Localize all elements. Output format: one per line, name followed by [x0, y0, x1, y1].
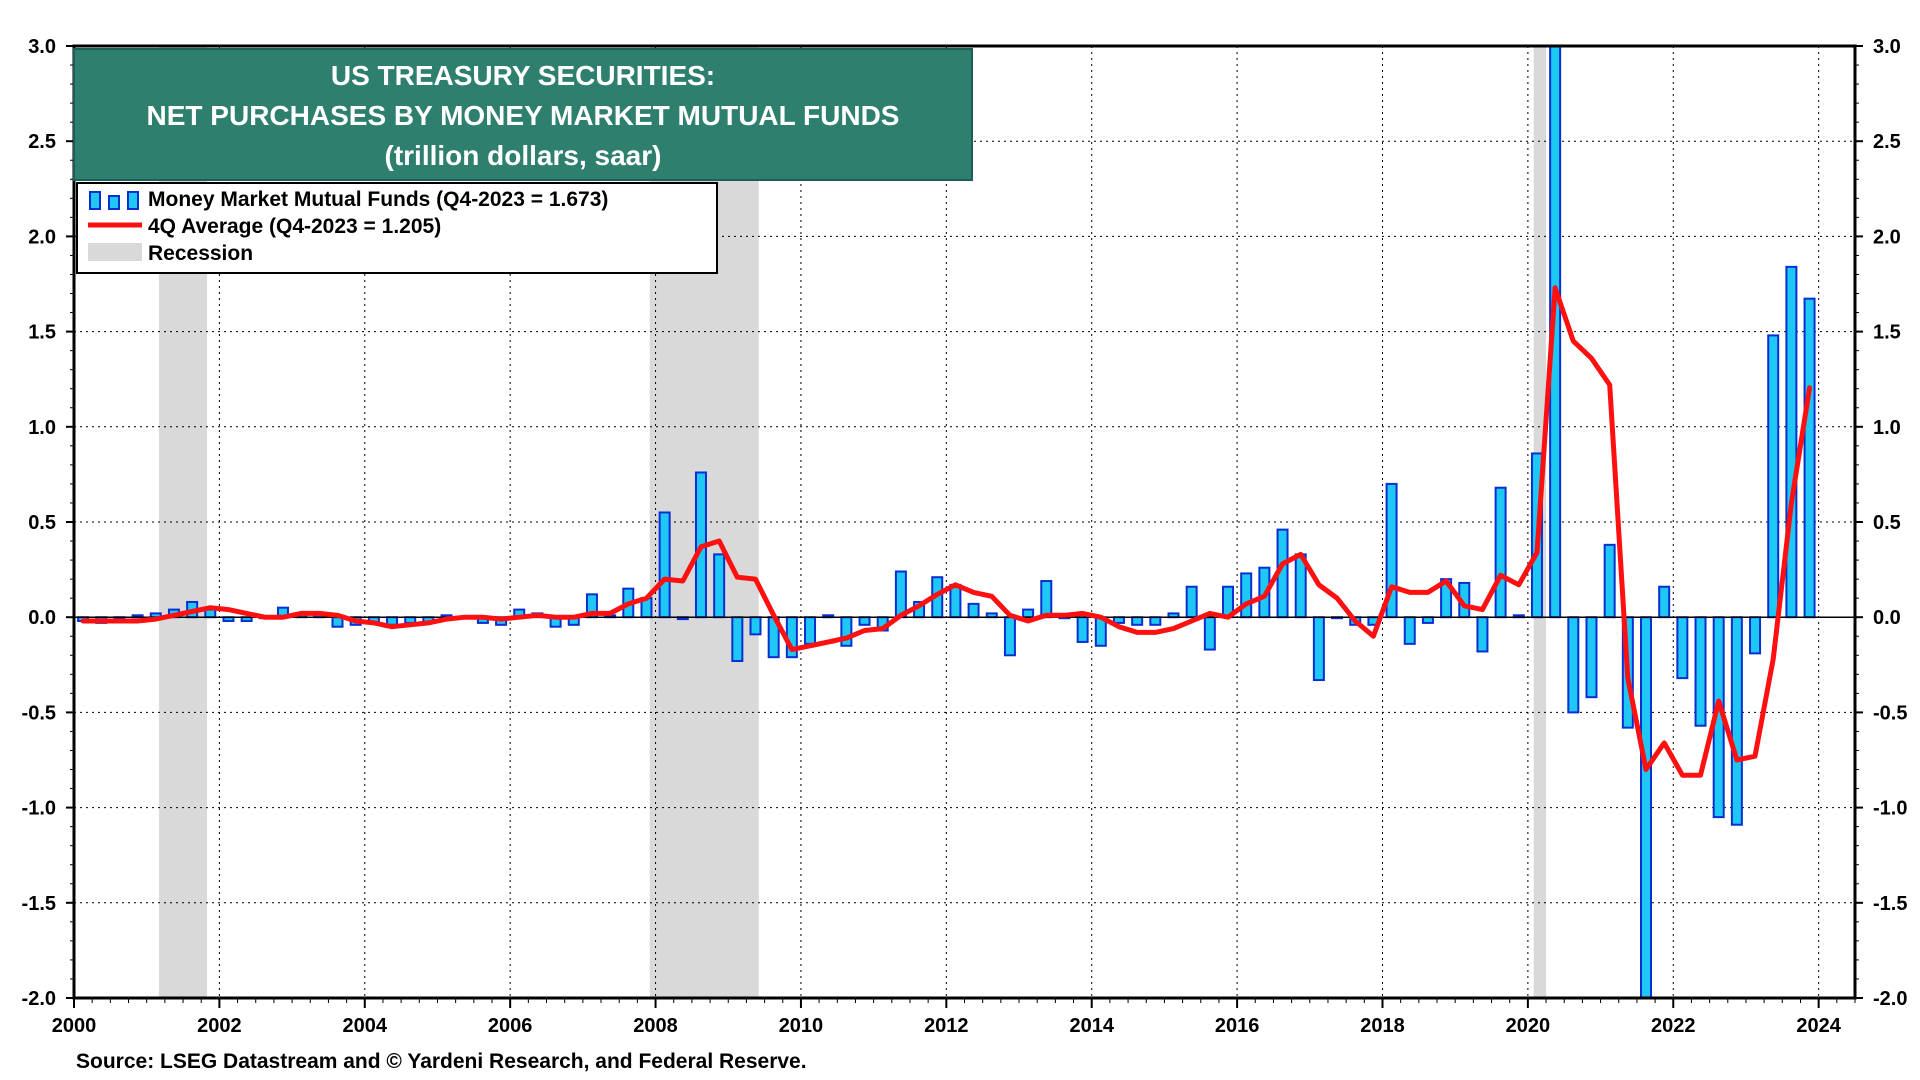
y-tick-label-left: 0.0 [28, 607, 56, 629]
title-line-3: (trillion dollars, saar) [384, 140, 662, 171]
y-tick-label-left: -2.0 [22, 988, 56, 1010]
bar [1076, 616, 1089, 643]
legend-bar-icon [89, 191, 139, 210]
bar [1658, 585, 1671, 619]
y-tick-label-left: -1.0 [22, 798, 56, 820]
bar [1494, 486, 1507, 619]
bar [840, 616, 853, 647]
bar [731, 616, 744, 662]
bar [967, 602, 980, 619]
bar [1131, 616, 1144, 626]
x-tick-label: 2002 [197, 1015, 242, 1037]
y-tick-label-left: 1.0 [28, 417, 56, 439]
legend-recession-swatch [88, 243, 142, 261]
y-axis-left: 3.0 2.5 2.0 1.5 1.0 0.5 0.0 -0.5 -1.0 -1.5 -2.0 [22, 36, 74, 1010]
bar [949, 583, 962, 619]
bar [1694, 616, 1707, 727]
average-line [80, 285, 1813, 778]
bar [1022, 608, 1035, 619]
legend-bars-label: Money Market Mutual Funds (Q4-2023 = 1.6… [148, 188, 609, 211]
y-tick-label-left: -1.5 [22, 893, 56, 915]
legend-recession-label: Recession [148, 242, 254, 265]
x-tick-label: 2012 [924, 1015, 969, 1037]
bar [1421, 616, 1434, 624]
bar [1640, 616, 1653, 999]
x-tick-label: 2008 [633, 1015, 678, 1037]
x-tick-label: 2016 [1215, 1015, 1260, 1037]
y-tick-label-right: 2.5 [1873, 131, 1901, 153]
y-tick-label-left: 2.0 [28, 226, 56, 248]
y-tick-label-left: -0.5 [22, 702, 56, 724]
y-tick-label-right: 0.5 [1873, 512, 1901, 534]
line-series [80, 285, 1813, 778]
bar [1676, 616, 1689, 680]
bar [1730, 616, 1743, 826]
bar [894, 570, 907, 619]
bar [713, 553, 726, 619]
source-note: Source: LSEG Datastream and © Yardeni Re… [76, 1050, 807, 1073]
bar [1003, 616, 1016, 657]
bar [1185, 585, 1198, 619]
x-tick-label: 2006 [488, 1015, 533, 1037]
bar [1203, 616, 1216, 651]
bar [1312, 616, 1325, 682]
grid [73, 45, 1855, 999]
x-axis: 2000 2002 2004 2006 2008 2010 2012 2014 2016 2018… [52, 998, 1856, 1037]
bar [1749, 616, 1762, 655]
bar [1403, 616, 1416, 645]
bar [1240, 572, 1253, 619]
bar [1767, 334, 1780, 619]
legend: Money Market Mutual Funds (Q4-2023 = 1.6… [76, 182, 718, 274]
bar [1785, 265, 1798, 619]
y-tick-label-right: -1.0 [1873, 798, 1907, 820]
y-tick-label-left: 0.5 [28, 512, 56, 534]
y-tick-label-right: -1.5 [1873, 893, 1907, 915]
x-tick-label: 2014 [1069, 1015, 1114, 1037]
y-tick-label-left: 3.0 [28, 36, 56, 58]
bar [1803, 297, 1816, 619]
bar [1567, 616, 1580, 714]
title-line-2: NET PURCHASES BY MONEY MARKET MUTUAL FUN… [146, 100, 900, 131]
y-tick-label-right: 1.0 [1873, 417, 1901, 439]
x-tick-label: 2024 [1796, 1015, 1841, 1037]
chart-title: US TREASURY SECURITIES: NET PURCHASES BY… [73, 48, 973, 181]
y-tick-label-left: 1.5 [28, 322, 56, 344]
title-line-1: US TREASURY SECURITIES: [330, 60, 716, 91]
y-tick-label-right: 1.5 [1873, 322, 1901, 344]
bar [1476, 616, 1489, 653]
legend-line-icon [88, 222, 142, 228]
bar [1585, 616, 1598, 699]
bar [1149, 616, 1162, 626]
bar [858, 616, 871, 626]
y-tick-label-right: -2.0 [1873, 988, 1907, 1010]
bar [804, 616, 817, 645]
x-tick-label: 2022 [1651, 1015, 1696, 1037]
bar [749, 616, 762, 636]
bar [658, 511, 671, 619]
y-axis-right: 3.0 2.5 2.0 1.5 1.0 0.5 0.0 -0.5 -1.0 -1.5 -2.0 [1855, 36, 1907, 1010]
bar [1603, 543, 1616, 619]
y-tick-label-right: 0.0 [1873, 607, 1901, 629]
x-tick-label: 2004 [343, 1015, 388, 1037]
x-tick-label: 2010 [779, 1015, 824, 1037]
y-tick-label-right: 2.0 [1873, 226, 1901, 248]
legend-line-label: 4Q Average (Q4-2023 = 1.205) [148, 215, 442, 238]
x-tick-label: 2018 [1360, 1015, 1405, 1037]
x-tick-label: 2000 [52, 1015, 97, 1037]
y-tick-label-right: -0.5 [1873, 702, 1907, 724]
x-tick-label: 2020 [1506, 1015, 1551, 1037]
bar [1040, 580, 1053, 619]
y-tick-label-left: 2.5 [28, 131, 56, 153]
y-tick-label-right: 3.0 [1873, 36, 1901, 58]
